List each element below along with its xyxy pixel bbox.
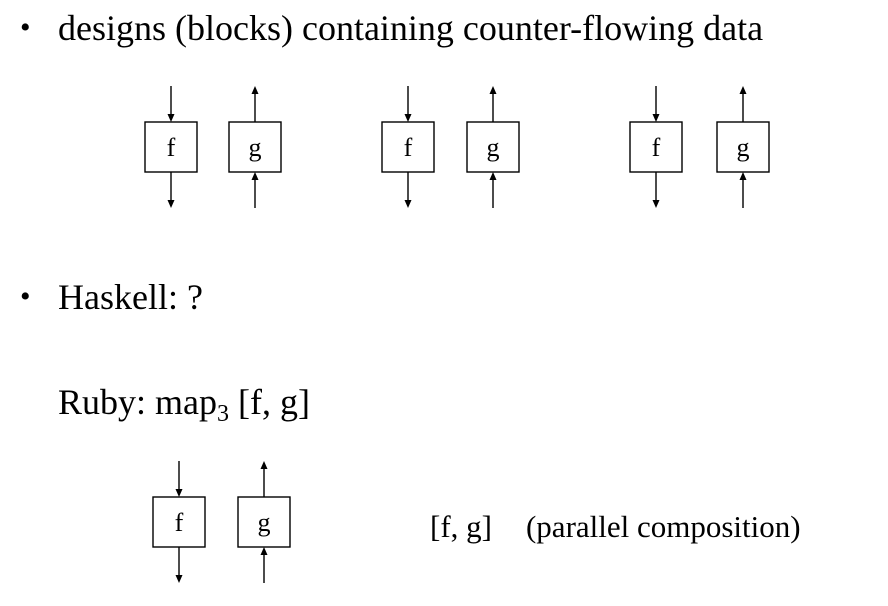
block-g-1: g [228,121,282,173]
caption-expr: [f, g] [430,509,492,544]
f-input-arrow-3 [652,86,660,122]
block-g-2-label: g [487,133,500,162]
block-g-2: g [466,121,520,173]
g-output-arrow-3 [739,86,747,122]
g-input-arrow-4 [260,547,268,583]
block-g-3-label: g [737,133,750,162]
g-input-arrow-2 [489,172,497,208]
block-f-4: f [152,496,206,548]
block-g-4: g [237,496,291,548]
caption-note: (parallel composition) [525,509,801,544]
composition-caption: [f, g] (parallel composition) [430,507,801,547]
g-input-arrow-1 [251,172,259,208]
block-g-3: g [716,121,770,173]
f-input-arrow-2 [404,86,412,122]
bullet-marker-2: • [20,280,31,313]
g-input-arrow-3 [739,172,747,208]
block-f-3-label: f [652,133,661,162]
block-f-4-label: f [175,508,184,537]
g-output-arrow-2 [489,86,497,122]
block-g-4-label: g [258,508,271,537]
bullet-text-haskell: Haskell: ? [58,277,203,317]
ruby-prefix: Ruby: map [58,382,217,422]
block-f-3: f [629,121,683,173]
block-f-2-label: f [404,133,413,162]
g-output-arrow-1 [251,86,259,122]
f-output-arrow-3 [652,172,660,208]
ruby-line: Ruby: map3 [f, g] [58,382,310,426]
bullet-text-designs: designs (blocks) containing counter-flow… [58,8,764,48]
f-input-arrow-4 [175,461,183,497]
g-output-arrow-4 [260,461,268,497]
block-f-1: f [144,121,198,173]
f-output-arrow-1 [167,172,175,208]
ruby-suffix: [f, g] [229,382,310,422]
f-output-arrow-4 [175,547,183,583]
bullet-marker-1: • [20,11,31,44]
f-output-arrow-2 [404,172,412,208]
block-f-2: f [381,121,435,173]
f-input-arrow-1 [167,86,175,122]
block-f-1-label: f [167,133,176,162]
ruby-subscript: 3 [217,401,229,427]
block-g-1-label: g [249,133,262,162]
